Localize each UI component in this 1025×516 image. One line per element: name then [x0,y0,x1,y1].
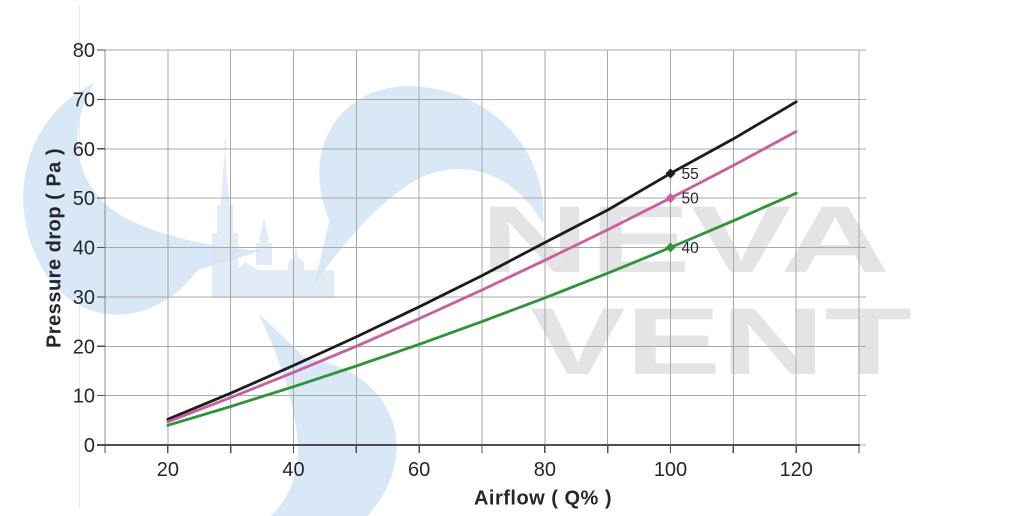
series-marker-40 [665,242,676,253]
axes-group [97,49,860,453]
y-tick-label: 40 [73,238,95,260]
series-line-55 [166,100,798,421]
series-line-40 [166,191,798,427]
y-tick-label: 20 [73,336,95,358]
watermark-text-vent: VENT [530,289,912,395]
fan-logo-watermark [23,83,544,516]
x-tick-label: 40 [282,459,304,481]
y-tick-label: 10 [73,386,95,408]
y-tick-label: 60 [73,139,95,161]
cathedral-silhouette-icon [212,139,334,298]
x-tick-label: 100 [654,459,687,481]
y-tick-label: 0 [84,435,95,457]
gridlines-group [104,49,866,446]
x-tick-label: 20 [157,459,179,481]
y-tick-label: 70 [73,89,95,111]
series-label-55: 55 [682,166,699,183]
x-tick-label: 120 [779,459,812,481]
series-marker-55 [665,168,676,179]
x-tick-label: 60 [408,459,430,481]
y-axis-title: Pressure drop ( Pa ) [43,147,66,349]
x-tick-label: 80 [534,459,556,481]
y-tick-label: 50 [73,188,95,210]
series-label-50: 50 [682,191,700,208]
series-label-40: 40 [682,240,700,257]
x-axis-title: Airflow ( Q% ) [473,487,613,510]
y-tick-label: 80 [73,40,95,62]
tick-labels-group: 0 10 20 30 40 50 60 70 80 20 40 60 80 100 120 [73,40,813,481]
series-marker-50 [665,193,676,204]
series-line-50 [166,130,798,424]
y-tick-label: 30 [73,287,95,309]
